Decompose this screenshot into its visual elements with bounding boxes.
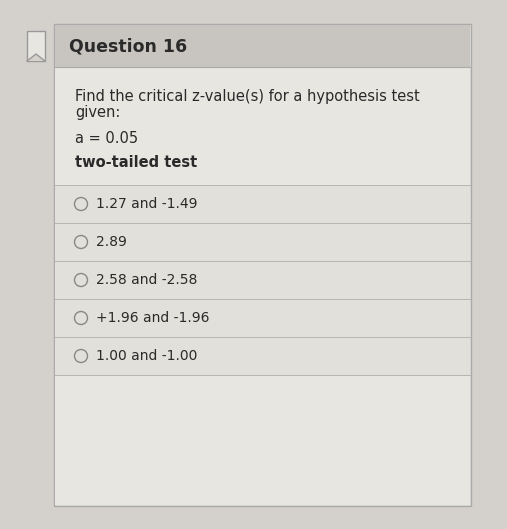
FancyBboxPatch shape: [54, 24, 471, 506]
Text: two-tailed test: two-tailed test: [75, 155, 197, 170]
Text: +1.96 and -1.96: +1.96 and -1.96: [96, 311, 209, 325]
Text: Question 16: Question 16: [69, 37, 187, 55]
Text: a = 0.05: a = 0.05: [75, 131, 138, 146]
FancyBboxPatch shape: [55, 337, 470, 375]
Polygon shape: [27, 54, 45, 61]
Text: Find the critical z-value(s) for a hypothesis test: Find the critical z-value(s) for a hypot…: [75, 89, 420, 104]
Text: 1.27 and -1.49: 1.27 and -1.49: [96, 197, 198, 211]
Text: 2.89: 2.89: [96, 235, 127, 249]
FancyBboxPatch shape: [55, 223, 470, 261]
Text: given:: given:: [75, 105, 120, 120]
FancyBboxPatch shape: [55, 261, 470, 299]
Text: 1.00 and -1.00: 1.00 and -1.00: [96, 349, 197, 363]
FancyBboxPatch shape: [27, 31, 45, 61]
Text: 2.58 and -2.58: 2.58 and -2.58: [96, 273, 197, 287]
FancyBboxPatch shape: [55, 185, 470, 223]
FancyBboxPatch shape: [55, 299, 470, 337]
FancyBboxPatch shape: [55, 67, 470, 505]
FancyBboxPatch shape: [55, 25, 470, 67]
